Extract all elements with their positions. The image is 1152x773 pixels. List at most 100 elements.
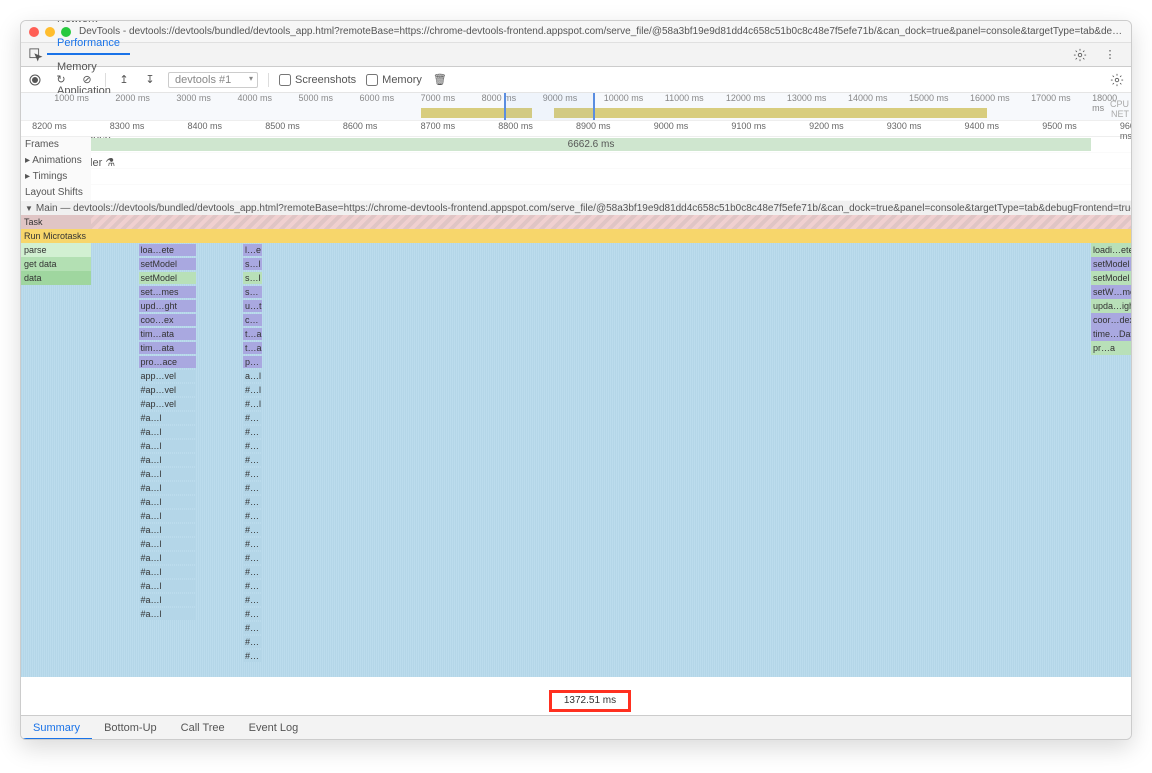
flame-bar[interactable]: t…a — [243, 328, 262, 340]
flame-bar[interactable]: #a…l — [139, 482, 196, 494]
track-label[interactable]: ▸ Animations — [21, 153, 91, 168]
flame-bar[interactable]: #ap…vel — [139, 384, 196, 396]
flame-bar[interactable]: s…l — [243, 258, 262, 270]
flame-bar[interactable]: #a…l — [139, 440, 196, 452]
flame-bar[interactable]: #a…l — [139, 566, 196, 578]
record-icon[interactable] — [27, 72, 43, 88]
flame-right-label[interactable]: time…Data — [1091, 327, 1131, 341]
flame-bar[interactable]: #a…l — [139, 580, 196, 592]
flame-bar[interactable]: app…vel — [139, 370, 196, 382]
flame-bar[interactable]: a…l — [243, 370, 262, 382]
flame-bar[interactable]: set…mes — [139, 286, 196, 298]
flame-left-label[interactable]: get data — [21, 257, 91, 271]
flame-right-label[interactable]: loadi…ete — [1091, 243, 1131, 257]
track-label[interactable]: Layout Shifts — [21, 185, 91, 200]
track-label[interactable]: Frames — [21, 137, 91, 152]
flame-bar[interactable]: loa…ete — [139, 244, 196, 256]
flame-bar[interactable]: #… — [243, 608, 262, 620]
flame-bar[interactable]: #… — [243, 636, 262, 648]
flame-bar[interactable]: #… — [243, 566, 262, 578]
details-tab-bottom-up[interactable]: Bottom-Up — [92, 716, 169, 740]
flame-chart[interactable]: TaskRun Microtasksparse loadi…ete loa…ete l… — [21, 215, 1131, 677]
download-icon[interactable]: ↧ — [142, 72, 158, 88]
track-body[interactable]: 6662.6 ms — [91, 137, 1131, 152]
flame-right-label[interactable]: coor…dex — [1091, 313, 1131, 327]
track-body[interactable] — [91, 169, 1131, 184]
inspect-icon[interactable] — [25, 44, 47, 66]
flame-bar[interactable]: #a…l — [139, 426, 196, 438]
flame-bar[interactable]: s…l — [243, 272, 262, 284]
flame-bar[interactable]: #… — [243, 524, 262, 536]
flame-bar[interactable]: tim…ata — [139, 328, 196, 340]
flame-bar[interactable]: #… — [243, 594, 262, 606]
flame-bar[interactable]: #… — [243, 426, 262, 438]
screenshots-checkbox[interactable]: Screenshots — [279, 74, 356, 86]
flame-bar[interactable]: p… — [243, 356, 262, 368]
flame-bar[interactable]: #… — [243, 454, 262, 466]
details-tab-call-tree[interactable]: Call Tree — [169, 716, 237, 740]
track-body[interactable] — [91, 185, 1131, 200]
flame-bar[interactable]: setModel — [139, 272, 196, 284]
flame-right-label[interactable]: pr…a — [1091, 341, 1131, 355]
flame-bar[interactable]: #a…l — [139, 538, 196, 550]
flame-bar[interactable]: l…e — [243, 244, 262, 256]
upload-icon[interactable]: ↥ — [116, 72, 132, 88]
memory-checkbox[interactable]: Memory — [366, 74, 422, 86]
flame-bar[interactable]: #…l — [243, 384, 262, 396]
details-tab-summary[interactable]: Summary — [21, 716, 92, 740]
flame-bar[interactable]: #… — [243, 650, 262, 662]
flame-right-label[interactable]: setModel — [1091, 257, 1131, 271]
flame-bar[interactable]: #a…l — [139, 412, 196, 424]
flame-bar[interactable]: #… — [243, 552, 262, 564]
flame-bar[interactable]: #… — [243, 580, 262, 592]
flame-bar[interactable]: #a…l — [139, 496, 196, 508]
flame-right-label[interactable]: setW…mes — [1091, 285, 1131, 299]
settings-icon[interactable] — [1069, 44, 1091, 66]
flame-bar[interactable]: setModel — [139, 258, 196, 270]
main-thread-header[interactable]: ▼ Main — devtools://devtools/bundled/dev… — [21, 201, 1131, 215]
track-label[interactable]: ▸ Timings — [21, 169, 91, 184]
flame-bar[interactable]: #a…l — [139, 608, 196, 620]
flame-bar[interactable]: #… — [243, 496, 262, 508]
tab-performance[interactable]: Performance — [47, 31, 130, 55]
track-body[interactable] — [91, 153, 1131, 168]
overview-selection[interactable] — [504, 93, 595, 120]
flame-bar[interactable]: #… — [243, 510, 262, 522]
flame-left-label[interactable]: parse — [21, 243, 91, 257]
flame-bar[interactable]: #… — [243, 412, 262, 424]
settings-gear-icon[interactable] — [1109, 72, 1125, 88]
flame-right-label[interactable]: upda…ight — [1091, 299, 1131, 313]
flame-bar[interactable]: #a…l — [139, 454, 196, 466]
flame-bar[interactable]: coo…ex — [139, 314, 196, 326]
flame-left-label[interactable]: Run Microtasks — [21, 229, 91, 243]
flame-bar[interactable]: #… — [243, 482, 262, 494]
flame-bar[interactable]: #a…l — [139, 524, 196, 536]
flame-bar[interactable]: pro…ace — [139, 356, 196, 368]
tab-network[interactable]: Network — [47, 20, 130, 31]
flame-bar[interactable]: u…t — [243, 300, 262, 312]
flame-bar[interactable]: #… — [243, 468, 262, 480]
reload-icon[interactable]: ↻ — [53, 72, 69, 88]
timeline-overview[interactable]: 1000 ms2000 ms3000 ms4000 ms5000 ms6000 … — [21, 93, 1131, 121]
flame-bar[interactable]: upd…ght — [139, 300, 196, 312]
flame-left-label[interactable]: data — [21, 271, 91, 285]
flame-bar[interactable]: t…a — [243, 342, 262, 354]
flame-bar[interactable]: #ap…vel — [139, 398, 196, 410]
flame-right-label[interactable]: setModel — [1091, 271, 1131, 285]
flame-bar[interactable]: #a…l — [139, 552, 196, 564]
more-icon[interactable]: ⋮ — [1099, 44, 1121, 66]
flame-bar[interactable]: #… — [243, 622, 262, 634]
flame-bar[interactable]: #a…l — [139, 468, 196, 480]
trash-icon[interactable]: 🗑 — [432, 72, 448, 88]
flame-bar[interactable]: #a…l — [139, 594, 196, 606]
flame-bar[interactable]: #… — [243, 440, 262, 452]
flame-bar[interactable]: s… — [243, 286, 262, 298]
clear-icon[interactable]: ⊘ — [79, 72, 95, 88]
flame-bar[interactable]: tim…ata — [139, 342, 196, 354]
close-window-icon[interactable] — [29, 27, 39, 37]
recording-select[interactable]: devtools #1 — [168, 72, 258, 88]
flame-bar[interactable]: #a…l — [139, 510, 196, 522]
details-tab-event-log[interactable]: Event Log — [237, 716, 311, 740]
flame-left-label[interactable]: Task — [21, 215, 91, 229]
time-ruler[interactable]: 8200 ms8300 ms8400 ms8500 ms8600 ms8700 … — [21, 121, 1131, 137]
